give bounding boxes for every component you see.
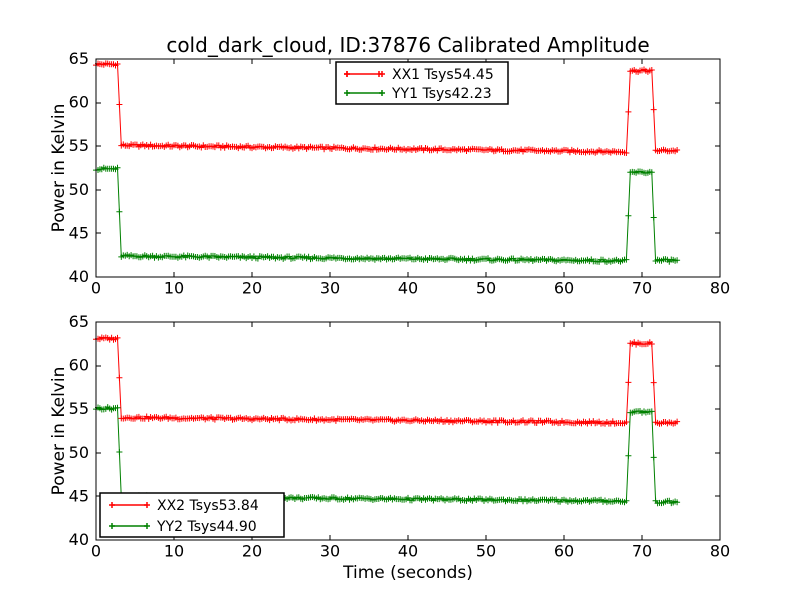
legend-bottom-entry-yy2: YY2 Tsys44.90 — [156, 519, 257, 535]
x-tick-label: 30 — [320, 542, 340, 561]
legend-bottom-sample-yy2 — [109, 523, 150, 529]
x-tick-label: 50 — [476, 279, 496, 298]
x-tick-label: 30 — [320, 279, 340, 298]
y-tick-labels: 40 45 50 55 60 65 — [69, 49, 89, 286]
plot-frame — [95, 58, 721, 278]
subplot-bottom: 0 10 20 30 40 50 60 70 80 40 45 50 55 60 65 — [69, 312, 731, 561]
x-axis-label: Time (seconds) — [342, 563, 473, 583]
y-tick-label: 50 — [69, 180, 89, 199]
plot-frame — [95, 321, 721, 541]
y-tick-label: 40 — [69, 530, 89, 549]
y-axis-label-top: Power in Kelvin — [49, 104, 69, 233]
y-tick-label: 55 — [69, 399, 89, 418]
y-tick-label: 65 — [69, 49, 89, 68]
y-tick-label: 40 — [69, 267, 89, 286]
x-tick-label: 80 — [710, 279, 730, 298]
x-tick-labels: 0 10 20 30 40 50 60 70 80 — [91, 542, 730, 561]
y-tick-label: 45 — [69, 486, 89, 505]
x-tick-label: 40 — [398, 279, 418, 298]
x-tick-label: 50 — [476, 542, 496, 561]
legend-top: XX1 Tsys54.45 YY1 Tsys42.23 — [335, 61, 509, 105]
y-tick-label: 55 — [69, 136, 89, 155]
x-tick-label: 70 — [632, 279, 652, 298]
legend-top-frame — [335, 61, 509, 105]
legend-top-sample-xx1 — [344, 71, 385, 77]
x-tick-label: 20 — [242, 542, 262, 561]
legend-top-sample-yy1 — [344, 90, 385, 96]
legend-bottom-frame — [99, 492, 285, 538]
x-tick-label: 0 — [91, 279, 101, 298]
x-tick-label: 10 — [164, 542, 184, 561]
x-tick-label: 60 — [554, 542, 574, 561]
legend-top-entry-xx1: XX1 Tsys54.45 — [392, 67, 494, 83]
y-axis-label-bottom: Power in Kelvin — [49, 367, 69, 496]
x-tick-labels: 0 10 20 30 40 50 60 70 80 — [91, 279, 730, 298]
x-tick-label: 0 — [91, 542, 101, 561]
y-tick-label: 50 — [69, 443, 89, 462]
x-tick-label: 70 — [632, 542, 652, 561]
legend-bottom: XX2 Tsys53.84 YY2 Tsys44.90 — [99, 492, 285, 538]
x-tick-label: 20 — [242, 279, 262, 298]
y-tick-label: 65 — [69, 312, 89, 331]
figure-title: cold_dark_cloud, ID:37876 Calibrated Amp… — [166, 33, 649, 57]
y-tick-label: 60 — [69, 93, 89, 112]
x-tick-label: 40 — [398, 542, 418, 561]
legend-top-entry-yy1: YY1 Tsys42.23 — [391, 86, 492, 102]
x-tick-label: 80 — [710, 542, 730, 561]
x-tick-label: 60 — [554, 279, 574, 298]
x-tick-label: 10 — [164, 279, 184, 298]
y-tick-label: 45 — [69, 223, 89, 242]
legend-bottom-entry-xx2: XX2 Tsys53.84 — [157, 498, 259, 514]
y-tick-labels: 40 45 50 55 60 65 — [69, 312, 89, 549]
subplot-top: 0 10 20 30 40 50 60 70 80 40 45 50 55 60 65 — [69, 49, 731, 298]
legend-bottom-sample-xx2 — [109, 502, 150, 508]
y-tick-label: 60 — [69, 356, 89, 375]
